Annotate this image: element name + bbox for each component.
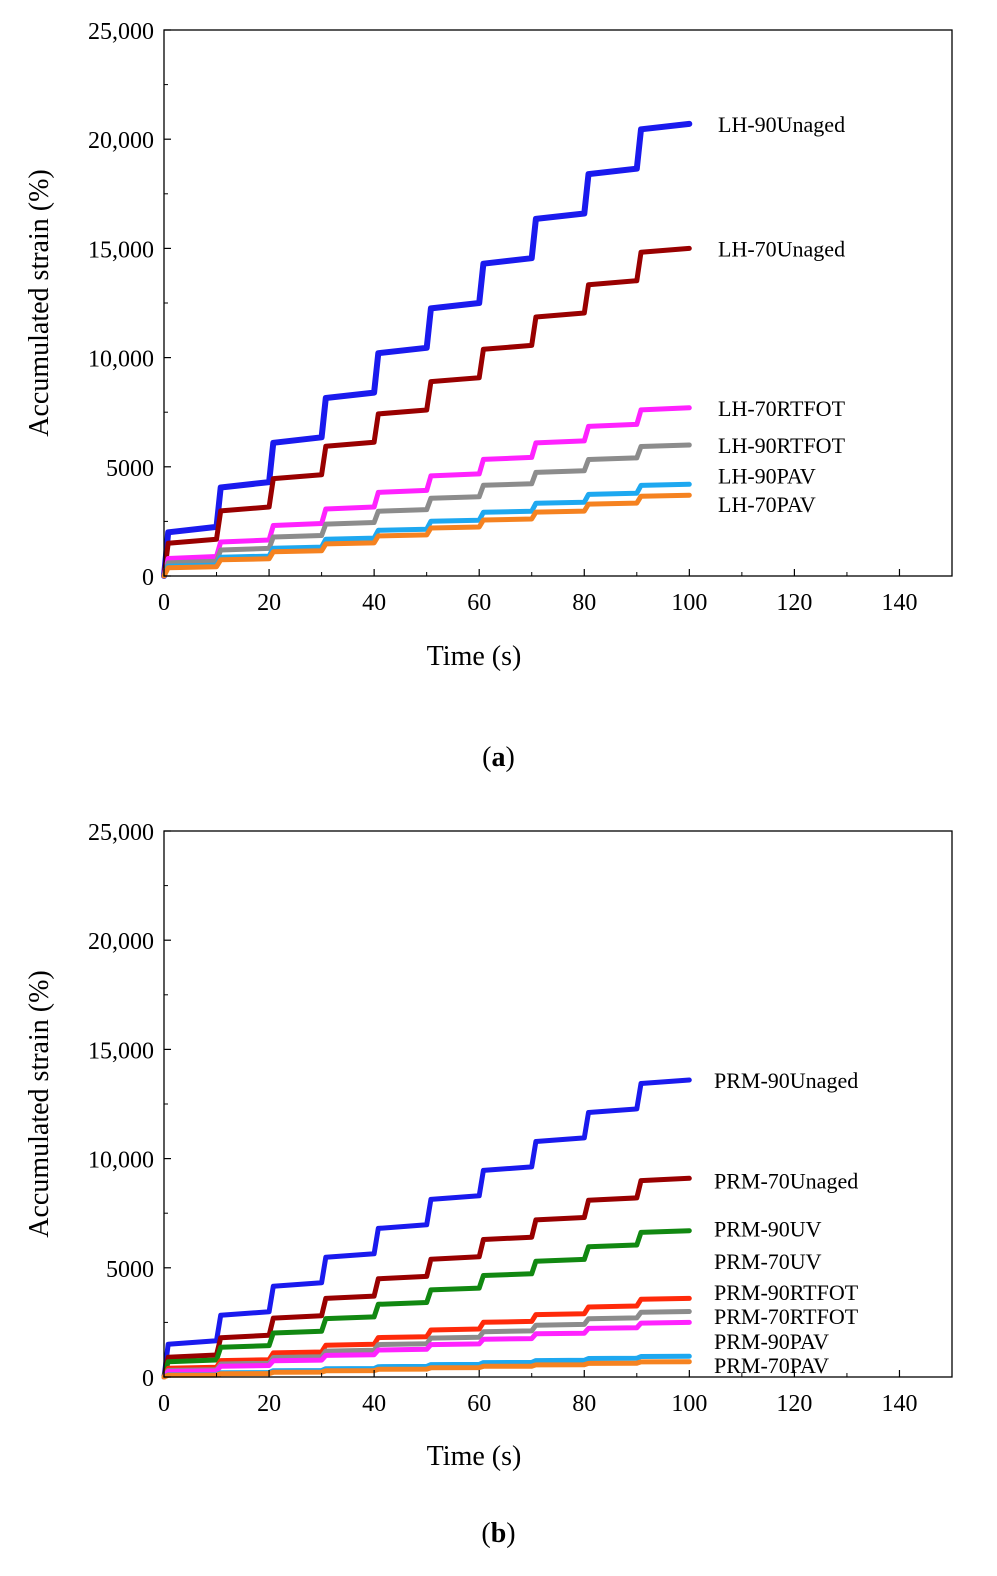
chartb-x-tick-label: 140: [881, 1391, 917, 1417]
charta-series-line-lh-90unaged: [161, 120, 693, 579]
chartb-x-axis-title: Time (s): [427, 1441, 522, 1472]
chart-a: 0 20 40 60 80 100 120 140 0 5000 10,000 15,000 20,00…: [24, 19, 953, 672]
chartb-y-tick-label: 15,000: [88, 1038, 154, 1064]
charta-series-line-lh-90pav: [161, 481, 692, 579]
charta-x-tick-label: 20: [257, 590, 281, 616]
charta-series-label-lh-90rtfot: LH-90RTFOT: [718, 433, 846, 458]
charta-y-tick-label: 15,000: [88, 237, 154, 263]
charta-series-label-lh-90pav: LH-90PAV: [718, 464, 816, 489]
chartb-y-tick-label: 20,000: [88, 929, 154, 955]
charta-x-tick-label: 0: [158, 590, 170, 616]
charta-y-axis-title: Accumulated strain (%): [24, 169, 55, 436]
chartb-y-tick-label: 10,000: [88, 1148, 154, 1174]
caption-b: (b): [481, 1518, 516, 1549]
charta-series-label-lh-70unaged: LH-70Unaged: [718, 236, 845, 261]
panel-b: 0 20 40 60 80 100 120 140 0 5000 10,000 15,000 20,00…: [0, 800, 997, 1576]
charta-series-line-lh-90rtfot: [161, 442, 692, 579]
chartb-series-line-prm-90rtfot: [161, 1295, 692, 1380]
charta-x-tick-label: 80: [572, 590, 596, 616]
caption-a: (a): [482, 742, 515, 773]
chartb-x-tick-label: 120: [776, 1391, 812, 1417]
chartb-series-label-prm-70uv: PRM-70UV: [714, 1249, 822, 1274]
chartb-series-line-prm-70unaged: [161, 1175, 692, 1380]
charta-x-tick-label: 120: [776, 590, 812, 616]
charta-y-tick-label: 10,000: [88, 347, 154, 373]
chartb-series-label-prm-90rtfot: PRM-90RTFOT: [714, 1280, 859, 1305]
chartb-series-label-prm-70unaged: PRM-70Unaged: [714, 1168, 858, 1193]
charta-y-tick-label: 20,000: [88, 128, 154, 154]
charta-y-tick-label: 25,000: [88, 19, 154, 45]
charta-x-axis-title: Time (s): [427, 641, 522, 672]
chartb-x-tick-label: 100: [671, 1391, 707, 1417]
chartb-x-tick-label: 40: [362, 1391, 386, 1417]
charta-series-label-lh-70rtfot: LH-70RTFOT: [718, 396, 846, 421]
charta-x-tick-label: 40: [362, 590, 386, 616]
panel-a: 0 20 40 60 80 100 120 140 0 5000 10,000 15,000 20,00…: [24, 19, 953, 773]
chartb-series-line-prm-90uv: [161, 1228, 692, 1380]
chartb-series-label-prm-90unaged: PRM-90Unaged: [714, 1068, 858, 1093]
chartb-series-label-prm-90pav: PRM-90PAV: [714, 1329, 829, 1354]
charta-y-tick-label: 0: [142, 565, 154, 591]
charta-x-tick-label: 100: [671, 590, 707, 616]
charta-x-tick-label: 60: [467, 590, 491, 616]
chartb-y-tick-label: 0: [142, 1366, 154, 1392]
chartb-series-label-prm-70pav: PRM-70PAV: [714, 1353, 829, 1378]
charta-series-line-lh-70unaged: [161, 245, 692, 579]
chartb-y-tick-label: 5000: [106, 1257, 154, 1283]
chart-b: 0 20 40 60 80 100 120 140 0 5000 10,000 15,000 20,00…: [24, 820, 953, 1472]
charta-series-line-lh-70rtfot: [161, 405, 692, 579]
charta-series-label-lh-70pav: LH-70PAV: [718, 492, 816, 517]
chartb-y-tick-label: 25,000: [88, 820, 154, 846]
charta-series-line-lh-70pav: [161, 492, 692, 579]
chartb-x-tick-label: 0: [158, 1391, 170, 1417]
charta-y-tick-label: 5000: [106, 456, 154, 482]
chartb-x-tick-label: 20: [257, 1391, 281, 1417]
charta-series-label-lh-90unaged: LH-90Unaged: [718, 112, 845, 137]
chartb-x-tick-label: 80: [572, 1391, 596, 1417]
chartb-y-axis-title: Accumulated strain (%): [24, 970, 55, 1237]
chartb-series-label-prm-90uv: PRM-90UV: [714, 1216, 822, 1241]
chartb-series-line-prm-90unaged: [161, 1077, 692, 1380]
chartb-series-line-prm-90pav: [161, 1319, 692, 1380]
chartb-series-line-prm-70pav-orange: [161, 1359, 692, 1380]
charta-x-tick-label: 140: [881, 590, 917, 616]
chartb-x-tick-label: 60: [467, 1391, 491, 1417]
chartb-series-label-prm-70rtfot: PRM-70RTFOT: [714, 1304, 859, 1329]
